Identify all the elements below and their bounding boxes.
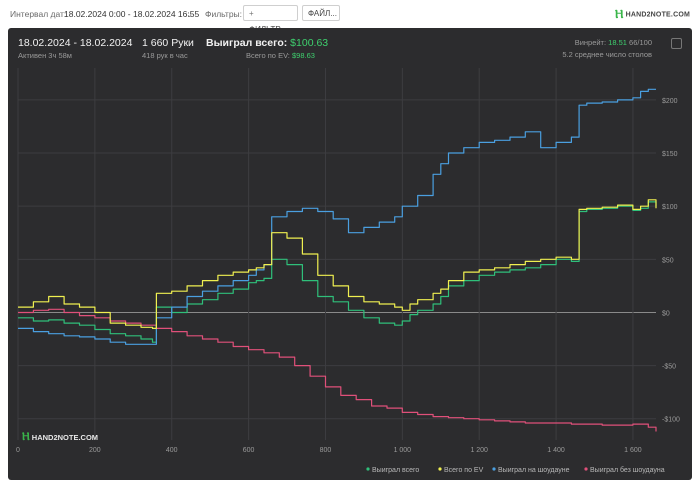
y-tick-label: $0 xyxy=(662,310,670,317)
x-tick-label: 1 000 xyxy=(394,447,412,454)
hands-per-hour: 418 рук в час xyxy=(142,51,188,60)
filter-button[interactable]: + ФИЛЬТР... xyxy=(243,5,298,34)
brand-logo: Ⲏ HAND2NOTE.COM xyxy=(615,7,690,22)
filters-label: Фильтры: xyxy=(205,9,243,19)
legend-marker xyxy=(492,467,496,471)
series-line-non-showdown xyxy=(18,308,657,432)
interval-label: Интервал дат: xyxy=(10,9,67,19)
y-tick-label: $150 xyxy=(662,151,678,158)
watermark-text: HAND2NOTE.COM xyxy=(31,433,99,442)
date-range: 18.02.2024 - 18.02.2024 xyxy=(18,37,133,49)
x-tick-label: 400 xyxy=(166,447,178,454)
won-label: Выиграл всего: xyxy=(206,37,288,49)
x-tick-label: 600 xyxy=(243,447,255,454)
winrate-value: 18.51 xyxy=(608,38,627,47)
winrate-label: Винрейт: xyxy=(574,38,607,47)
y-tick-label: $100 xyxy=(662,204,678,211)
logo-text: HAND2NOTE.COM xyxy=(625,11,690,19)
graph-panel: 18.02.2024 - 18.02.2024 Активен 3ч 58м 1… xyxy=(8,28,692,480)
y-tick-label: $200 xyxy=(662,98,678,105)
x-tick-label: 200 xyxy=(89,447,101,454)
toolbar: Интервал дат: 18.02.2024 0:00 - 18.02.20… xyxy=(0,0,700,34)
file-button-label: ФАЙЛ... xyxy=(308,9,337,18)
series-line-total xyxy=(18,201,657,343)
x-tick-label: 1 200 xyxy=(470,447,488,454)
logo-icon: Ⲏ xyxy=(22,431,30,443)
file-button[interactable]: ФАЙЛ... xyxy=(302,5,340,21)
legend-marker xyxy=(366,467,370,471)
logo-icon: Ⲏ xyxy=(614,7,624,21)
won-value: $100.63 xyxy=(290,37,329,49)
x-tick-label: 0 xyxy=(16,447,20,454)
chart: -$100 -$50 $0 $50 $100 $150 $200 0 200 400 600 800 1… xyxy=(16,68,680,474)
legend-label[interactable]: Всего по EV xyxy=(444,467,484,474)
ev-value: $98.63 xyxy=(291,51,315,60)
legend-label[interactable]: Выиграл всего xyxy=(372,467,419,474)
x-tick-label: 800 xyxy=(320,447,332,454)
y-tick-label: $50 xyxy=(662,257,674,264)
x-tick-label: 1 600 xyxy=(624,447,642,454)
won-total: Выиграл всего: $100.63 xyxy=(206,37,328,49)
watermark: Ⲏ HAND2NOTE.COM xyxy=(22,431,98,444)
settings-icon[interactable] xyxy=(671,38,682,49)
interval-value[interactable]: 18.02.2024 0:00 - 18.02.2024 16:55 xyxy=(64,9,200,19)
y-tick-label: -$100 xyxy=(662,417,680,424)
series-line-ev xyxy=(18,199,657,329)
ev-label: Всего по EV: xyxy=(246,51,290,60)
legend-marker xyxy=(584,467,588,471)
winrate-rest: 66/100 xyxy=(629,38,652,47)
avg-tables: 5.2 среднее число столов xyxy=(562,50,652,59)
chevron-down-icon[interactable]: ⌄ xyxy=(186,9,194,19)
plus-icon: + xyxy=(249,9,254,18)
ev-total: Всего по EV: $98.63 xyxy=(246,51,315,60)
legend-label[interactable]: Выиграл на шоудауне xyxy=(498,467,570,474)
winrate: Винрейт: 18.51 66/100 xyxy=(575,38,652,47)
active-time: Активен 3ч 58м xyxy=(18,51,72,60)
x-tick-label: 1 400 xyxy=(547,447,565,454)
series-line-showdown xyxy=(18,88,656,345)
hands-count: 1 660 Руки xyxy=(142,37,194,49)
legend-label[interactable]: Выиграл без шоудауна xyxy=(590,466,665,474)
y-tick-label: -$50 xyxy=(662,364,676,371)
legend-marker xyxy=(438,467,442,471)
